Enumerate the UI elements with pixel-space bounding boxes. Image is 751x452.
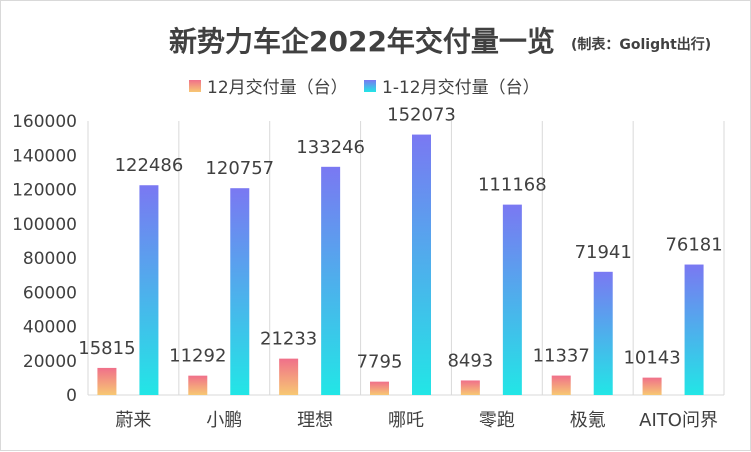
bar-series-1	[460, 380, 480, 395]
bar-series-2	[502, 204, 522, 395]
chart-title: 新势力车企2022年交付量一览	[169, 25, 555, 58]
y-tick-label: 120000	[12, 181, 77, 201]
data-label-series-1: 10143	[623, 348, 680, 369]
y-tick-label: 80000	[23, 249, 77, 269]
data-label-series-2: 71941	[575, 242, 632, 263]
x-tick-label: AITO问界	[639, 410, 718, 431]
y-tick-label: 60000	[23, 283, 77, 303]
legend-label-series-1: 12月交付量（台）	[207, 78, 348, 98]
x-tick-label: 小鹏	[206, 410, 242, 431]
bar-series-1	[188, 375, 208, 395]
bar-series-1	[370, 381, 389, 395]
data-label-series-2: 111168	[478, 175, 547, 196]
data-label-series-1: 11292	[169, 346, 226, 367]
data-label-series-2: 122486	[115, 155, 184, 176]
data-label-series-1: 8493	[447, 350, 493, 371]
bar-series-2	[593, 271, 613, 395]
data-label-series-1: 15815	[78, 338, 135, 359]
bar-series-2	[412, 134, 431, 395]
data-label-series-2: 76181	[665, 235, 722, 256]
bar-series-2	[230, 188, 250, 395]
x-tick-label: 极氪	[570, 410, 606, 431]
legend-label-series-2: 1-12月交付量（台）	[382, 78, 540, 98]
bar-series-1	[642, 377, 662, 395]
y-tick-label: 40000	[23, 318, 77, 338]
data-label-series-1: 11337	[533, 346, 590, 367]
data-label-series-2: 133246	[296, 137, 365, 158]
data-label-series-1: 7795	[357, 352, 403, 373]
bar-series-1	[279, 358, 299, 395]
bar-series-2	[684, 264, 704, 395]
bar-series-1	[97, 367, 117, 395]
bar-series-2	[139, 185, 159, 395]
x-tick-label: 哪吒	[388, 410, 424, 431]
y-tick-label: 140000	[12, 146, 77, 166]
legend: 12月交付量（台） 1-12月交付量（台）	[189, 78, 540, 98]
x-tick-label: 零跑	[479, 410, 515, 431]
bar-series-1	[551, 375, 571, 395]
bar-series-2	[321, 166, 341, 395]
x-tick-label: 蔚来	[115, 410, 151, 431]
legend-swatch-series-2	[364, 80, 376, 92]
plot-area: 0 20000 40000 60000 80000 100000 120000 140000 1…	[12, 105, 725, 431]
y-tick-label: 100000	[12, 215, 77, 235]
y-tick-label: 20000	[23, 352, 77, 372]
chart-subtitle: (制表：Golight出行)	[571, 36, 711, 53]
y-tick-label: 160000	[12, 112, 77, 132]
data-label-series-2: 120757	[205, 158, 274, 179]
x-tick-label: 理想	[297, 410, 333, 431]
legend-swatch-series-1	[189, 80, 201, 92]
y-tick-label: 0	[66, 386, 77, 406]
data-label-series-1: 21233	[260, 329, 317, 350]
data-label-series-2: 152073	[387, 105, 456, 126]
